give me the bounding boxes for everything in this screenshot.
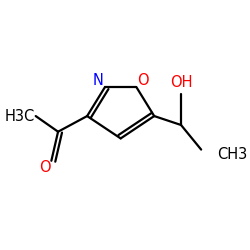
Text: O: O bbox=[137, 73, 149, 88]
Text: N: N bbox=[93, 73, 104, 88]
Text: CH3: CH3 bbox=[217, 146, 247, 162]
Text: H3C: H3C bbox=[4, 108, 34, 124]
Text: O: O bbox=[39, 160, 50, 175]
Text: OH: OH bbox=[170, 75, 192, 90]
